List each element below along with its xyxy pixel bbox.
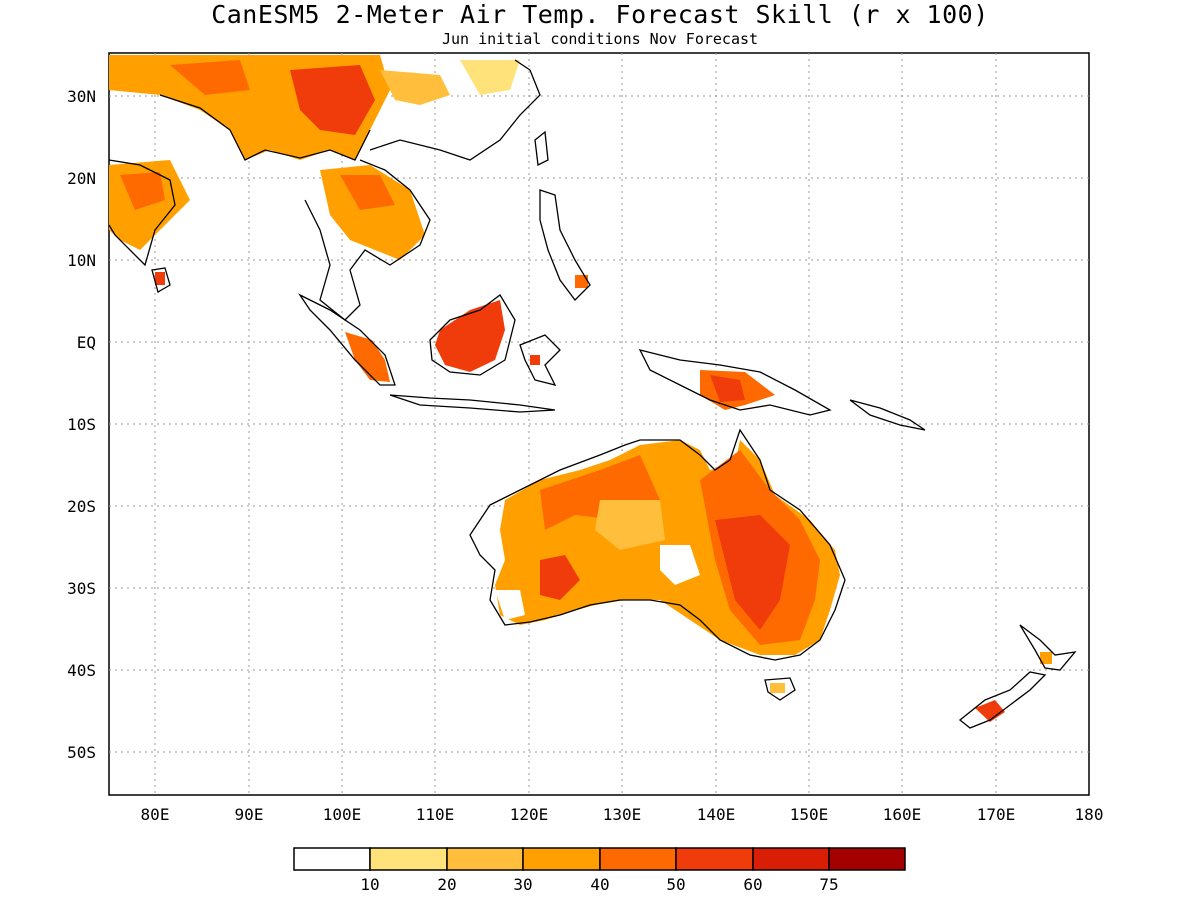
skill-region-sri-lanka bbox=[155, 272, 165, 285]
skill-region-australia-east-core bbox=[715, 515, 790, 630]
coast-java bbox=[389, 394, 556, 413]
y-tick-label: 20N bbox=[67, 169, 96, 188]
skill-region-new-guinea-core bbox=[710, 375, 745, 402]
colorbar-swatch bbox=[522, 847, 601, 871]
x-tick-label: 100E bbox=[323, 805, 362, 824]
coast-nz-south bbox=[958, 671, 1047, 729]
y-tick-label: 50S bbox=[67, 743, 96, 762]
skill-region-india-core bbox=[120, 172, 165, 210]
chart-subtitle: Jun initial conditions Nov Forecast bbox=[441, 30, 759, 48]
gridlines bbox=[109, 53, 1089, 795]
colorbar-swatch bbox=[828, 847, 906, 871]
coast-sumatra bbox=[298, 293, 396, 386]
colorbar-swatch bbox=[752, 847, 830, 871]
x-tick-label: 130E bbox=[603, 805, 642, 824]
colorbar-label: 75 bbox=[819, 875, 838, 894]
skill-region-china-light bbox=[380, 70, 450, 105]
skill-region-tibet-patch bbox=[170, 60, 250, 95]
map-frame bbox=[108, 52, 1090, 796]
x-tick-label: 150E bbox=[790, 805, 829, 824]
coast-sulawesi bbox=[519, 334, 561, 386]
x-tick-label: 180 bbox=[1075, 805, 1104, 824]
coast-australia bbox=[469, 428, 846, 661]
colorbar-label: 20 bbox=[437, 875, 456, 894]
skill-region-australia-center-pale bbox=[595, 500, 665, 550]
coast-philippines bbox=[539, 189, 591, 301]
y-tick-label: 20S bbox=[67, 497, 96, 516]
skill-region-nz-south bbox=[975, 700, 1005, 722]
y-tick-label: 30N bbox=[67, 87, 96, 106]
skill-region-china-yellow bbox=[460, 60, 520, 95]
coast-borneo bbox=[429, 294, 516, 376]
x-tick-label: 140E bbox=[697, 805, 736, 824]
coast-indochina bbox=[304, 159, 431, 321]
skill-region-australia-white bbox=[660, 545, 700, 585]
colorbar-swatch bbox=[369, 847, 448, 871]
skill-region-himalaya-core bbox=[290, 65, 375, 135]
coast-sri-lanka bbox=[151, 267, 171, 293]
coast-india bbox=[108, 159, 176, 267]
colorbar-swatch bbox=[675, 847, 754, 871]
colorbar-swatch bbox=[599, 847, 677, 871]
coast-solomons bbox=[849, 399, 926, 431]
x-tick-label: 120E bbox=[510, 805, 549, 824]
skill-region-borneo bbox=[435, 300, 505, 372]
colorbar-label: 10 bbox=[360, 875, 379, 894]
colorbar-label: 40 bbox=[590, 875, 609, 894]
skill-region-australia-west-core bbox=[540, 555, 580, 600]
colorbar-label: 30 bbox=[513, 875, 532, 894]
skill-region-indochina-core bbox=[340, 175, 395, 210]
skill-shading bbox=[109, 55, 1052, 722]
coast-taiwan bbox=[534, 130, 549, 166]
y-axis-labels: 30N 20N 10N EQ 10S 20S 30S 40S 50S bbox=[67, 87, 96, 762]
colorbar-swatch bbox=[446, 847, 524, 871]
x-tick-label: 80E bbox=[141, 805, 170, 824]
colorbar: 10 20 30 40 50 60 75 bbox=[293, 847, 906, 894]
x-tick-label: 160E bbox=[883, 805, 922, 824]
x-tick-label: 90E bbox=[235, 805, 264, 824]
coastlines bbox=[108, 59, 1077, 729]
colorbar-swatch bbox=[293, 847, 371, 871]
skill-region-tasmania bbox=[770, 683, 785, 693]
x-tick-label: 110E bbox=[416, 805, 455, 824]
y-tick-label: 40S bbox=[67, 661, 96, 680]
skill-region-nz-north bbox=[1040, 652, 1052, 664]
skill-region-philippines bbox=[575, 275, 588, 288]
colorbar-label: 50 bbox=[666, 875, 685, 894]
x-axis-labels: 80E 90E 100E 110E 120E 130E 140E 150E 16… bbox=[141, 805, 1104, 824]
y-tick-label: 10N bbox=[67, 251, 96, 270]
coast-tasmania bbox=[764, 677, 796, 701]
y-tick-label: EQ bbox=[77, 333, 96, 352]
skill-region-sulawesi bbox=[530, 355, 540, 365]
x-tick-label: 170E bbox=[977, 805, 1016, 824]
skill-region-australia-sw-white bbox=[495, 590, 525, 620]
skill-region-sumatra bbox=[345, 332, 390, 382]
y-tick-label: 30S bbox=[67, 579, 96, 598]
chart-title: CanESM5 2-Meter Air Temp. Forecast Skill… bbox=[211, 0, 989, 29]
coast-new-guinea bbox=[638, 349, 832, 416]
y-tick-label: 10S bbox=[67, 415, 96, 434]
coast-china bbox=[369, 59, 541, 161]
skill-region-indochina bbox=[320, 165, 425, 260]
coast-himalaya bbox=[159, 94, 371, 161]
colorbar-label: 60 bbox=[743, 875, 762, 894]
coast-nz-north bbox=[1019, 624, 1077, 671]
